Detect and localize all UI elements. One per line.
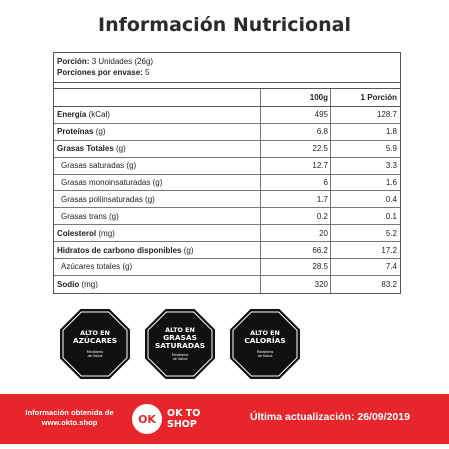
table-row: Colesterol (mg) 20 5.2: [54, 225, 400, 243]
table-row: Proteínas (g) 6.8 1.8: [54, 123, 400, 141]
seal-top-text: ALTO EN: [250, 329, 280, 337]
nutrient-unit: (kCal): [88, 110, 110, 120]
value-100g: 1.7: [260, 191, 330, 208]
value-portion: 0.1: [330, 208, 400, 225]
okto-logo-icon[interactable]: OK: [132, 404, 162, 434]
value-100g: 320: [260, 275, 330, 293]
nutrient-label: Azúcares totales (g): [61, 262, 133, 272]
seal-ministry-line: Ministerio: [256, 350, 274, 354]
value-100g: 6: [260, 174, 330, 191]
nutrient-name: Grasas Totales: [57, 144, 114, 154]
table-row: Hidratos de carbono disponibles (g) 66.2…: [54, 242, 400, 260]
octagon-icon: [60, 309, 130, 379]
source-line-1: Información obtenida de: [25, 408, 114, 417]
nutrient-name: Colesterol: [57, 228, 97, 238]
seal-ministry: Ministerio de Salud: [172, 353, 189, 361]
header-blank: [54, 89, 260, 106]
value-100g: 66.2: [260, 242, 330, 259]
page-title: Información Nutricional: [98, 14, 351, 36]
seal-ministry-line: de Salud: [257, 354, 273, 358]
seal-ministry: Ministerio de Salud: [257, 350, 274, 358]
table-row: Azúcares totales (g) 28.5 7.4: [54, 259, 400, 276]
portion-info: Porción: 3 Unidades (26g) Porciones por …: [54, 53, 400, 83]
seal-main-text: CALORÍAS: [244, 336, 286, 345]
footer-banner: Información obtenida de www.okto.shop OK…: [0, 394, 449, 444]
per-package-label: Porciones por envase:: [57, 68, 143, 77]
table-row: Sodio (mg) 320 83.2: [54, 275, 400, 293]
nutrient-name: Sodio: [57, 279, 80, 289]
value-portion: 17.2: [330, 242, 400, 259]
logo-line-2: SHOP: [167, 419, 197, 430]
value-portion: 3.3: [330, 157, 400, 174]
seal-ministry-line: Ministerio: [86, 350, 104, 354]
nutrient-label: Grasas monoinsaturadas (g): [61, 178, 163, 187]
octagon-icon: [145, 309, 215, 379]
value-100g: 20: [260, 225, 330, 242]
per-package-value: 5: [145, 68, 150, 77]
source-note: Información obtenida de www.okto.shop: [12, 408, 127, 428]
value-portion: 0.4: [330, 191, 400, 208]
octagon-icon: [230, 309, 300, 379]
logo-line-1: OK TO: [167, 408, 201, 419]
value-100g: 495: [260, 107, 330, 123]
value-portion: 128.7: [330, 107, 400, 123]
table-row: Grasas monoinsaturadas (g) 6 1.6: [54, 174, 400, 192]
table-row: Energía (kCal) 495 128.7: [54, 107, 400, 124]
table-row: Grasas Totales (g) 22.5 5.9: [54, 140, 400, 158]
value-portion: 1.8: [330, 123, 400, 140]
value-portion: 83.2: [330, 275, 400, 293]
seal-ministry-line: de Salud: [172, 357, 188, 361]
table-spacer: [54, 83, 400, 89]
table-row: Grasas poliinsaturadas (g) 1.7 0.4: [54, 191, 400, 209]
table-row: Grasas saturadas (g) 12.7 3.3: [54, 157, 400, 175]
table-row: Grasas trans (g) 0.2 0.1: [54, 208, 400, 226]
value-100g: 0.2: [260, 208, 330, 225]
nutrient-unit: (mg): [98, 228, 115, 238]
portion-label: Porción:: [57, 57, 90, 66]
header-100g: 100g: [260, 89, 330, 106]
nutrient-unit: (g): [95, 127, 106, 137]
nutrient-label: Grasas saturadas (g): [61, 161, 137, 171]
seal-high-sugar: ALTO EN AZÚCARES Ministerio de Salud: [60, 309, 130, 379]
nutrient-unit: (g): [116, 144, 126, 154]
value-portion: 7.4: [330, 259, 400, 275]
seal-top-text: ALTO EN: [80, 329, 110, 337]
nutrition-table: Porción: 3 Unidades (26g) Porciones por …: [53, 52, 401, 294]
nutrient-name: Energía: [57, 110, 87, 120]
value-portion: 1.6: [330, 174, 400, 191]
value-100g: 12.7: [260, 157, 330, 174]
table-header: 100g 1 Porción: [54, 89, 400, 107]
seal-main-text-2: SATURADAS: [154, 341, 206, 350]
seal-main-text: AZÚCARES: [72, 336, 118, 345]
value-100g: 28.5: [260, 259, 330, 275]
seal-high-calories: ALTO EN CALORÍAS Ministerio de Salud: [230, 309, 300, 379]
seal-main-text: GRASAS: [163, 333, 197, 342]
seal-ministry: Ministerio de Salud: [87, 350, 104, 358]
nutrient-name: Hidratos de carbono disponibles: [57, 245, 182, 255]
value-100g: 22.5: [260, 140, 330, 157]
value-100g: 6.8: [260, 123, 330, 140]
header-portion: 1 Porción: [330, 89, 400, 106]
value-portion: 5.9: [330, 140, 400, 157]
okto-logo-text[interactable]: OK TO SHOP: [167, 408, 207, 430]
nutrient-name: Proteínas: [57, 127, 94, 137]
seal-top-text: ALTO EN: [165, 326, 195, 334]
seal-ministry-line: Ministerio: [171, 353, 189, 357]
value-portion: 5.2: [330, 225, 400, 242]
seal-high-saturated-fat: ALTO EN GRASAS SATURADAS Ministerio de S…: [145, 309, 215, 379]
seal-ministry-line: de Salud: [87, 354, 103, 358]
nutrient-label: Grasas poliinsaturadas (g): [61, 194, 155, 204]
last-update: Última actualización: 26/09/2019: [250, 411, 410, 423]
source-link[interactable]: www.okto.shop: [41, 418, 98, 427]
logo-mark: OK: [138, 412, 156, 426]
nutrient-unit: (mg): [81, 279, 98, 289]
nutrient-unit: (g): [183, 245, 194, 255]
nutrient-label: Grasas trans (g): [61, 211, 119, 221]
portion-value: 3 Unidades (26g): [91, 57, 154, 66]
